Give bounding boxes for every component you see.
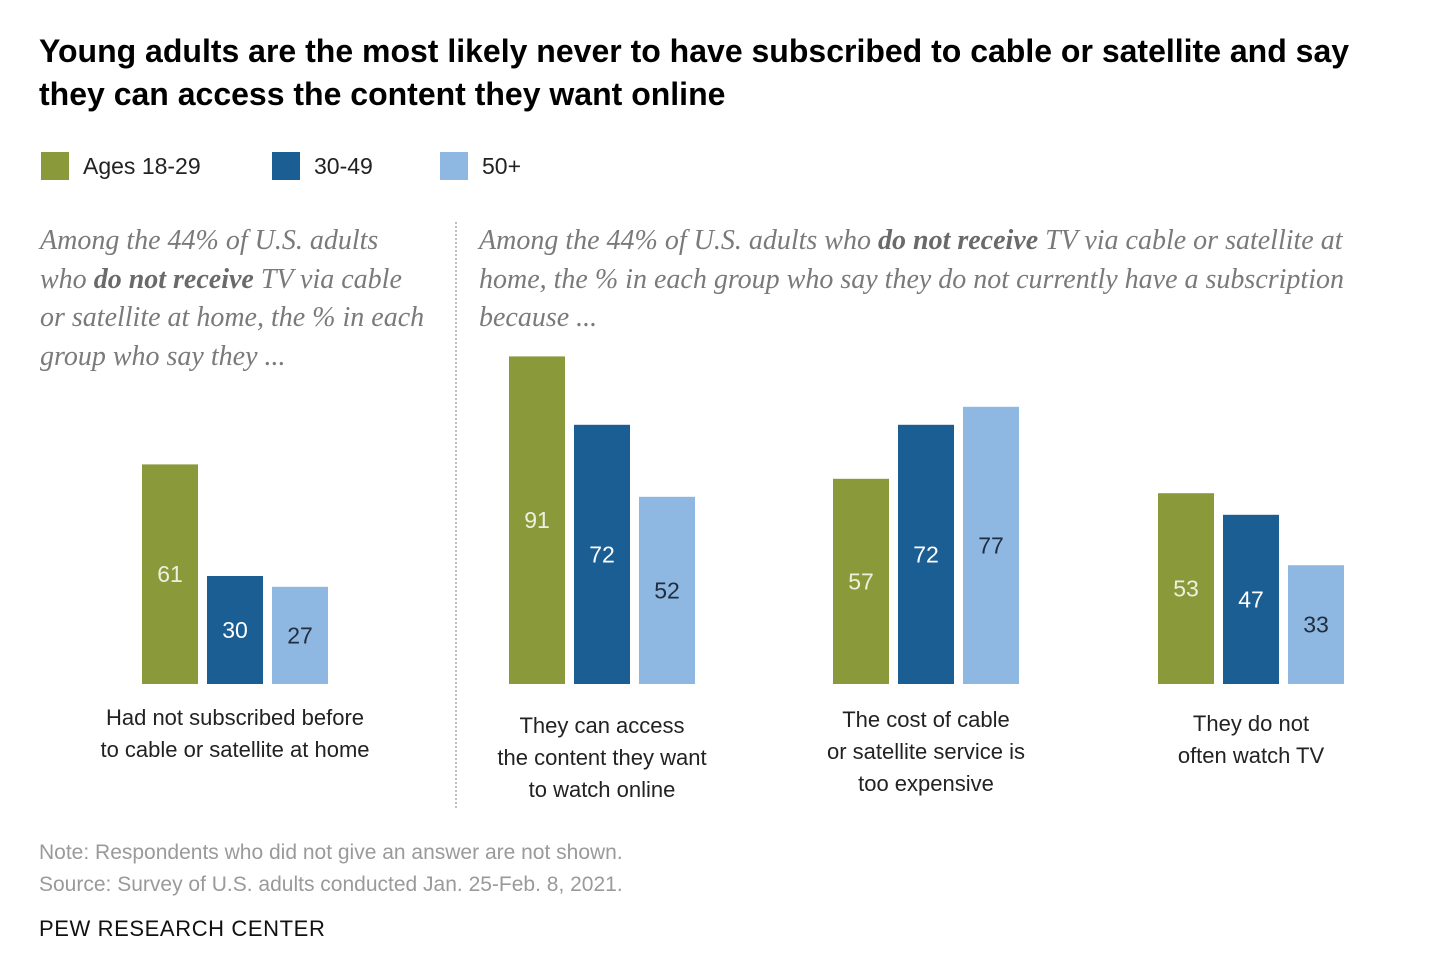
pew-brand: PEW RESEARCH CENTER [39, 916, 326, 941]
legend-label-50-plus: 50+ [482, 153, 522, 179]
bar-group-1: 61 30 27 Had not subscribed before to cable … [100, 464, 370, 762]
legend-swatch-50-plus [440, 152, 468, 180]
bar-30-49-1 [207, 576, 263, 684]
bar-50-1 [272, 586, 328, 684]
subhead-right-bold: do not receive [878, 225, 1039, 256]
bar-value-label-50-3: 77 [978, 532, 1004, 558]
category-label-2: They can access the content they want to w… [497, 713, 706, 802]
bar-value-label-ages-18-29-1: 61 [157, 561, 183, 587]
bar-group-3: 57 72 77 The cost of cable or satellite serv… [827, 406, 1025, 796]
subhead-left-bold: do not receive [93, 263, 254, 295]
bar-value-label-50-4: 33 [1303, 612, 1329, 638]
bar-ages-18-29-3 [833, 478, 889, 684]
category-label-1: Had not subscribed before to cable or sat… [100, 705, 369, 762]
legend-swatch-30-49 [272, 152, 300, 180]
bar-ages-18-29-2 [509, 356, 565, 684]
category-label-line: the content they want [497, 745, 706, 770]
source-text: Source: Survey of U.S. adults conducted … [39, 873, 623, 896]
bar-value-label-50-2: 52 [654, 577, 680, 603]
category-label-line: often watch TV [1178, 743, 1325, 768]
category-label-line: or satellite service is [827, 739, 1025, 764]
category-label-line: to cable or satellite at home [100, 737, 369, 762]
category-label-3: The cost of cable or satellite service is… [827, 707, 1025, 796]
subhead-right-pre: Among the 44% of U.S. adults who [479, 225, 878, 256]
bar-30-49-2 [574, 424, 630, 684]
subhead-left-pre: Among the 44% of U.S. adults who [40, 225, 379, 295]
bar-50-4 [1288, 565, 1344, 684]
bar-value-label-30-49-1: 30 [222, 617, 248, 643]
bar-ages-18-29-4 [1158, 493, 1214, 684]
subhead-left: Among the 44% of U.S. adults who do not … [40, 222, 425, 376]
category-label-line: They can access [519, 713, 684, 738]
category-label-4: They do not often watch TV [1178, 711, 1325, 768]
legend-label-18-29: Ages 18-29 [83, 153, 201, 179]
bar-ages-18-29-1 [142, 464, 198, 684]
section-divider [455, 222, 457, 808]
bar-value-label-30-49-2: 72 [589, 541, 615, 567]
bar-value-label-ages-18-29-2: 91 [524, 507, 550, 533]
bar-value-label-ages-18-29-3: 57 [848, 568, 874, 594]
bar-group-2: 91 72 52 They can access the content they wa… [497, 356, 707, 802]
category-label-line: Had not subscribed before [106, 705, 364, 730]
subhead-left-post: TV via cable or satellite at home, the %… [40, 263, 425, 372]
bar-value-label-50-1: 27 [287, 622, 313, 648]
category-label-line: to watch online [529, 777, 676, 802]
category-label-line: too expensive [858, 771, 994, 796]
subhead-right: Among the 44% of U.S. adults who do not … [479, 222, 1349, 338]
legend-swatch-18-29 [41, 152, 69, 180]
bar-value-label-30-49-4: 47 [1238, 586, 1264, 612]
category-label-line: They do not [1193, 711, 1309, 736]
bar-30-49-3 [898, 424, 954, 684]
bar-value-label-ages-18-29-4: 53 [1173, 576, 1199, 602]
chart-title: Young adults are the most likely never t… [39, 33, 1350, 112]
bar-30-49-4 [1223, 514, 1279, 684]
bar-group-4: 53 47 33 They do not often watch TV [1158, 493, 1344, 768]
bar-value-label-30-49-3: 72 [913, 541, 939, 567]
note-text: Note: Respondents who did not give an an… [39, 841, 623, 864]
bar-50-3 [963, 406, 1019, 684]
bar-50-2 [639, 496, 695, 684]
legend-label-30-49: 30-49 [314, 153, 373, 179]
category-label-line: The cost of cable [842, 707, 1010, 732]
subhead-right-post: TV via cable or satellite at home, the %… [479, 225, 1344, 333]
